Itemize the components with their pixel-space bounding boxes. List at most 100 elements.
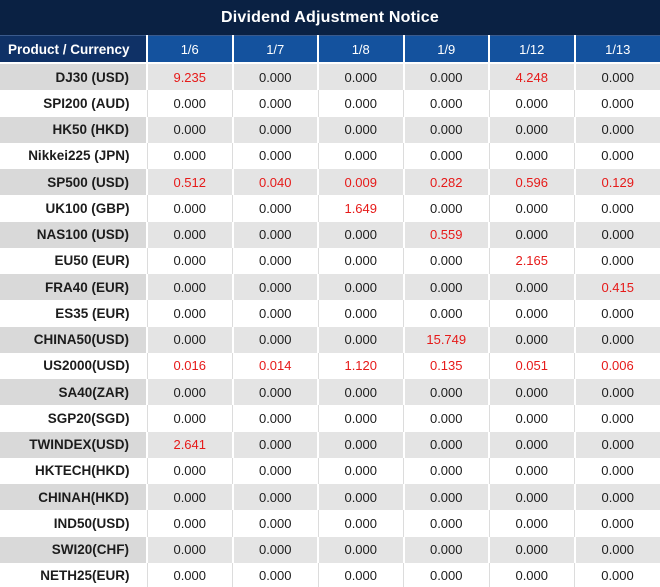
column-header-date: 1/12 bbox=[488, 35, 575, 64]
value-cell: 0.000 bbox=[146, 221, 233, 248]
page-title: Dividend Adjustment Notice bbox=[221, 8, 439, 26]
product-name-cell: TWINDEX(USD) bbox=[0, 431, 147, 458]
table-row: HK50 (HKD) 0.000 0.000 0.000 0.000 0.000 0.000 bbox=[0, 116, 660, 143]
column-header-date: 1/7 bbox=[231, 35, 318, 64]
value-cell: 0.000 bbox=[573, 221, 660, 248]
value-cell: 0.000 bbox=[488, 562, 575, 587]
table-row: UK100 (GBP) 0.000 0.000 1.649 0.000 0.000 0.00… bbox=[0, 195, 660, 222]
product-name-cell: NETH25(EUR) bbox=[0, 562, 147, 587]
value-cell: 0.000 bbox=[146, 90, 233, 117]
product-name-cell: Nikkei225 (JPN) bbox=[28, 148, 130, 164]
value-cell: 0.000 bbox=[573, 536, 660, 563]
value-cell: 0.000 bbox=[488, 116, 575, 143]
value-cell: 0.000 bbox=[574, 562, 660, 587]
value-cell: 0.000 bbox=[403, 562, 489, 587]
value-cell: 0.000 bbox=[317, 379, 404, 406]
product-name-cell: EU50 (EUR) bbox=[54, 253, 130, 269]
value-cell: 0.000 bbox=[488, 90, 575, 117]
value-cell: 0.000 bbox=[231, 379, 318, 406]
product-name-cell: DJ30 (USD) bbox=[0, 63, 147, 91]
value-cell: 0.000 bbox=[402, 63, 489, 91]
value-cell: 0.000 bbox=[574, 90, 660, 117]
table-row: DJ30 (USD) 9.235 0.000 0.000 0.000 4.248 0.000 bbox=[0, 63, 660, 91]
column-header-date: 1/9 bbox=[402, 35, 489, 64]
value-cell: 0.000 bbox=[317, 457, 404, 484]
value-cell: 0.000 bbox=[146, 510, 233, 537]
value-cell: 0.000 bbox=[231, 274, 318, 301]
value-cell: 0.135 bbox=[403, 352, 489, 379]
value-cell: 0.000 bbox=[574, 247, 660, 274]
table-row: SGP20(SGD) 0.000 0.000 0.000 0.000 0.000 0.000 bbox=[0, 405, 660, 432]
value-cell: 0.000 bbox=[402, 274, 489, 301]
value-cell: 0.000 bbox=[317, 431, 404, 458]
value-cell: 2.641 bbox=[146, 431, 233, 458]
value-cell: 0.051 bbox=[488, 352, 575, 379]
value-cell: 0.000 bbox=[574, 457, 660, 484]
value-cell: 0.000 bbox=[403, 247, 489, 274]
value-cell: 0.000 bbox=[574, 300, 660, 327]
value-cell: 0.000 bbox=[146, 562, 233, 587]
value-cell: 4.248 bbox=[488, 63, 575, 91]
value-cell: 0.000 bbox=[403, 510, 489, 537]
column-header-date: 1/6 bbox=[146, 35, 233, 64]
value-cell: 0.000 bbox=[488, 300, 575, 327]
value-cell: 0.000 bbox=[317, 326, 404, 353]
value-cell: 0.415 bbox=[573, 274, 660, 301]
value-cell: 0.000 bbox=[403, 405, 489, 432]
value-cell: 2.165 bbox=[488, 247, 575, 274]
product-name-cell: SGP20(SGD) bbox=[47, 410, 130, 426]
value-cell: 0.000 bbox=[317, 142, 404, 169]
table-row: SWI20(CHF) 0.000 0.000 0.000 0.000 0.000 0.000 bbox=[0, 536, 660, 563]
value-cell: 0.000 bbox=[402, 379, 489, 406]
table-row: ES35 (EUR) 0.000 0.000 0.000 0.000 0.000 0.000 bbox=[0, 300, 660, 327]
value-cell: 0.000 bbox=[231, 536, 318, 563]
value-cell: 0.000 bbox=[231, 63, 318, 91]
value-cell: 0.000 bbox=[403, 300, 489, 327]
table-row: CHINA50(USD) 0.000 0.000 0.000 15.749 0.000 0.… bbox=[0, 326, 660, 353]
value-cell: 0.040 bbox=[231, 169, 318, 196]
table-body: DJ30 (USD) 9.235 0.000 0.000 0.000 4.248 0.000… bbox=[0, 63, 660, 587]
value-cell: 0.000 bbox=[232, 90, 318, 117]
value-cell: 0.000 bbox=[488, 457, 575, 484]
product-name-cell: US2000(USD) bbox=[43, 358, 130, 374]
table-row: FRA40 (EUR) 0.000 0.000 0.000 0.000 0.000 0.41… bbox=[0, 274, 660, 301]
value-cell: 0.000 bbox=[232, 405, 318, 432]
value-cell: 0.129 bbox=[573, 169, 660, 196]
value-cell: 0.000 bbox=[488, 195, 575, 222]
product-name-cell: IND50(USD) bbox=[53, 515, 130, 531]
value-cell: 0.000 bbox=[232, 510, 318, 537]
value-cell: 0.000 bbox=[488, 484, 575, 511]
value-cell: 0.009 bbox=[317, 169, 404, 196]
value-cell: 0.000 bbox=[232, 247, 318, 274]
value-cell: 0.000 bbox=[317, 274, 404, 301]
table-row: CHINAH(HKD) 0.000 0.000 0.000 0.000 0.000 0.00… bbox=[0, 484, 660, 511]
value-cell: 0.000 bbox=[317, 221, 404, 248]
value-cell: 0.000 bbox=[488, 142, 575, 169]
value-cell: 0.000 bbox=[488, 221, 575, 248]
value-cell: 0.000 bbox=[403, 142, 489, 169]
value-cell: 0.006 bbox=[574, 352, 660, 379]
product-name-cell: CHINA50(USD) bbox=[0, 326, 147, 353]
table-row: NETH25(EUR) 0.000 0.000 0.000 0.000 0.000 0.00… bbox=[0, 562, 660, 587]
value-cell: 0.000 bbox=[574, 195, 660, 222]
value-cell: 0.000 bbox=[317, 63, 404, 91]
table-row: SP500 (USD) 0.512 0.040 0.009 0.282 0.596 0.12… bbox=[0, 169, 660, 196]
value-cell: 0.000 bbox=[574, 142, 660, 169]
value-cell: 0.000 bbox=[231, 116, 318, 143]
product-name-cell: CHINAH(HKD) bbox=[0, 484, 147, 511]
product-name-cell: UK100 (GBP) bbox=[45, 200, 130, 216]
value-cell: 0.000 bbox=[403, 457, 489, 484]
product-name-cell: SP500 (USD) bbox=[0, 169, 147, 196]
product-name-cell: NAS100 (USD) bbox=[0, 221, 147, 248]
value-cell: 0.000 bbox=[232, 195, 318, 222]
value-cell: 0.000 bbox=[574, 510, 660, 537]
value-cell: 0.000 bbox=[146, 274, 233, 301]
table-row: NAS100 (USD) 0.000 0.000 0.000 0.559 0.000 0.0… bbox=[0, 221, 660, 248]
value-cell: 15.749 bbox=[402, 326, 489, 353]
value-cell: 0.000 bbox=[317, 247, 404, 274]
product-name-cell: SPI200 (AUD) bbox=[43, 95, 130, 111]
value-cell: 0.000 bbox=[573, 431, 660, 458]
table-row: US2000(USD) 0.016 0.014 1.120 0.135 0.051 0.00… bbox=[0, 352, 660, 379]
value-cell: 0.000 bbox=[573, 116, 660, 143]
